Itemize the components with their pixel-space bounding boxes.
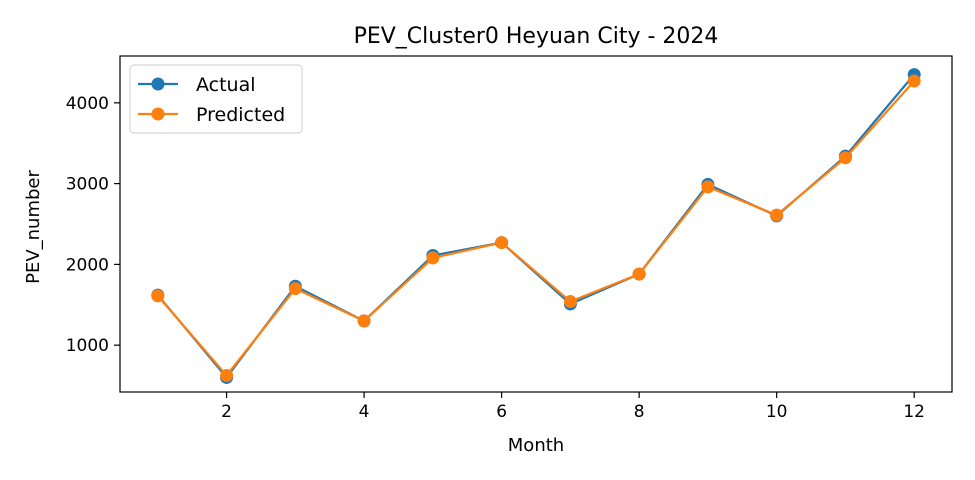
legend-marker-actual bbox=[151, 77, 165, 91]
data-point-predicted-7 bbox=[563, 295, 577, 309]
data-point-predicted-6 bbox=[495, 236, 509, 250]
legend-marker-predicted bbox=[151, 107, 165, 121]
legend: Actual Predicted bbox=[129, 64, 303, 134]
series-line-predicted bbox=[156, 80, 916, 378]
y-tick-label: 2000 bbox=[66, 255, 109, 275]
data-point-predicted-10 bbox=[770, 208, 784, 222]
x-tick-label: 4 bbox=[359, 402, 370, 422]
axes: 2 4 6 8 10 12 1000 2000 3000 4000 bbox=[66, 55, 953, 422]
plot-area bbox=[151, 68, 921, 384]
legend-label-predicted: Predicted bbox=[196, 104, 285, 126]
data-point-predicted-3 bbox=[288, 282, 302, 296]
y-tick-label: 4000 bbox=[66, 94, 109, 114]
x-tick-label: 2 bbox=[221, 402, 232, 422]
x-tick-label: 10 bbox=[766, 402, 788, 422]
data-point-predicted-11 bbox=[838, 151, 852, 165]
data-point-predicted-9 bbox=[701, 180, 715, 194]
x-tick-label: 12 bbox=[903, 402, 925, 422]
data-point-predicted-8 bbox=[632, 267, 646, 281]
data-point-predicted-1 bbox=[151, 289, 165, 303]
data-point-predicted-5 bbox=[426, 251, 440, 265]
data-point-predicted-4 bbox=[357, 314, 371, 328]
x-axis-title: Month bbox=[508, 435, 564, 456]
x-tick-label: 8 bbox=[634, 402, 645, 422]
y-tick-label: 3000 bbox=[66, 175, 109, 195]
data-point-predicted-2 bbox=[220, 368, 234, 382]
legend-label-actual: Actual bbox=[196, 74, 256, 96]
legend-box bbox=[129, 64, 303, 134]
y-axis-title: PEV_number bbox=[23, 170, 44, 284]
plot-frame bbox=[119, 55, 953, 393]
data-point-predicted-12 bbox=[907, 74, 921, 88]
x-tick-label: 6 bbox=[496, 402, 507, 422]
chart-title: PEV_Cluster0 Heyuan City - 2024 bbox=[354, 24, 719, 49]
y-tick-label: 1000 bbox=[66, 336, 109, 356]
